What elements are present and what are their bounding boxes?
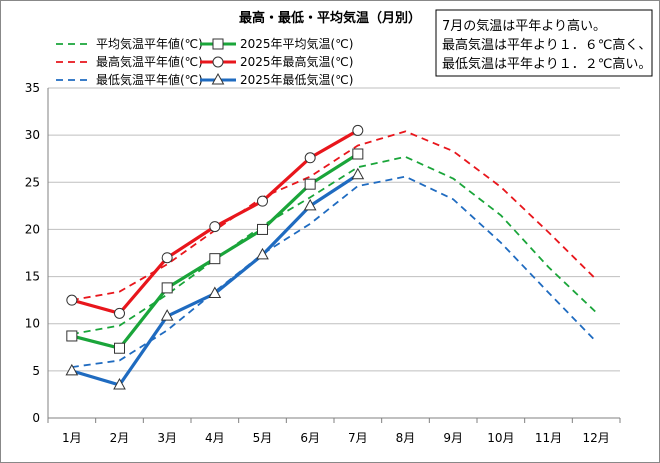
x-tick-label: 12月 xyxy=(583,431,610,445)
annotation-box: 7月の気温は平年より高い。最高気温は平年より１．６℃高く、最低気温は平年より１．… xyxy=(435,9,653,77)
data-point xyxy=(209,221,221,233)
x-tick-label: 5月 xyxy=(253,431,273,445)
x-tick-label: 6月 xyxy=(300,431,320,445)
legend-label: 2025年最高気温(℃) xyxy=(240,54,353,69)
data-point xyxy=(114,342,125,354)
legend-entry: 2025年平均気温(℃) xyxy=(200,36,353,51)
y-tick-label: 0 xyxy=(32,411,40,425)
y-tick-label: 35 xyxy=(25,81,40,95)
y-tick-label: 15 xyxy=(25,270,40,284)
data-point xyxy=(161,252,173,264)
series-4 xyxy=(71,175,597,368)
legend-entry: 最高気温平年値(℃) xyxy=(56,54,203,69)
data-point xyxy=(65,363,79,376)
data-point xyxy=(160,309,174,321)
y-tick-label: 20 xyxy=(25,222,40,236)
x-tick-label: 1月 xyxy=(62,431,82,445)
x-tick-label: 8月 xyxy=(396,431,416,445)
data-point xyxy=(256,247,269,260)
legend-marker xyxy=(211,72,225,85)
x-tick-label: 10月 xyxy=(487,431,514,445)
annotation-line: 最高気温は平年より１．６℃高く、 xyxy=(442,37,651,53)
axis-layer: 0 5 10 15 20 25 30 35 1月 2月 3月 4月 5月 6月 7月 8月 9月 10月 11月 12… xyxy=(25,81,621,445)
legend-label: 最高気温平年値(℃) xyxy=(96,54,203,69)
legend-entry: 2025年最低気温(℃) xyxy=(200,72,353,87)
legend-entry: 2025年最高気温(℃) xyxy=(200,54,353,69)
data-point xyxy=(303,198,317,211)
y-tick-label: 25 xyxy=(25,175,40,189)
series-line xyxy=(71,130,597,302)
data-point xyxy=(257,223,268,235)
series-5 xyxy=(65,167,365,390)
data-point xyxy=(114,307,125,319)
data-point xyxy=(209,253,221,265)
series-line xyxy=(71,175,597,368)
legend-label: 2025年平均気温(℃) xyxy=(240,36,353,51)
data-point xyxy=(304,152,316,164)
x-tick-label: 11月 xyxy=(535,431,562,445)
legend-entry: 平均気温平年値(℃) xyxy=(56,36,203,51)
legend-label: 最低気温平年値(℃) xyxy=(96,72,203,87)
legend-label: 2025年最低気温(℃) xyxy=(240,72,353,87)
x-tick-label: 4月 xyxy=(205,431,225,445)
y-tick-label: 5 xyxy=(32,364,40,378)
x-tick-label: 9月 xyxy=(443,431,463,445)
legend-marker xyxy=(212,56,224,68)
data-point xyxy=(113,377,126,390)
y-tick-label: 30 xyxy=(25,128,40,142)
series-1 xyxy=(66,148,364,354)
data-point xyxy=(351,167,365,180)
series-layer xyxy=(65,124,597,390)
data-point xyxy=(66,294,78,306)
data-point xyxy=(208,286,222,299)
series-0 xyxy=(71,155,597,335)
series-line xyxy=(71,155,597,335)
legend: 平均気温平年値(℃) 2025年平均気温(℃) 最高気温平年値(℃) 2025年最高気… xyxy=(56,36,353,87)
data-point xyxy=(304,178,316,190)
x-tick-label: 2月 xyxy=(110,431,130,445)
legend-label: 平均気温平年値(℃) xyxy=(96,36,203,51)
y-tick-label: 10 xyxy=(25,317,40,331)
legend-marker xyxy=(212,38,224,50)
annotation-frame xyxy=(435,9,653,77)
series-3 xyxy=(66,124,364,319)
data-point xyxy=(161,282,173,294)
data-point xyxy=(352,148,364,160)
chart-title: 最高・最低・平均気温（月別） xyxy=(239,10,421,26)
annotation-line: 最低気温は平年より１．２℃高い。 xyxy=(442,56,651,72)
series-2 xyxy=(71,130,597,302)
data-point xyxy=(352,124,364,136)
x-tick-label: 3月 xyxy=(157,431,177,445)
annotation-line: 7月の気温は平年より高い。 xyxy=(442,18,606,34)
data-point xyxy=(66,330,78,342)
legend-entry: 最低気温平年値(℃) xyxy=(56,72,203,87)
data-point xyxy=(257,195,268,207)
x-tick-label: 7月 xyxy=(348,431,368,445)
